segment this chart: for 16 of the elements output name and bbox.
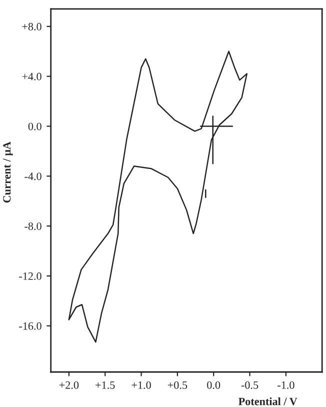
y-axis-title: Current / μA	[3, 142, 13, 203]
x-tick-label: -0.5	[241, 381, 258, 389]
y-tick-label: -16.0	[19, 322, 42, 330]
x-tick-label: +2.0	[59, 381, 79, 389]
x-axis-title: Potential / V	[238, 397, 298, 406]
x-tick-label: +1.0	[132, 381, 151, 389]
y-tick-label: +4.0	[22, 72, 42, 80]
x-tick-label: 0.0	[207, 381, 220, 389]
x-tick-label: +1.5	[96, 381, 115, 389]
y-tick-label: -4.0	[24, 172, 42, 180]
x-tick-label: -1.0	[278, 381, 294, 389]
y-tick-label: +8.0	[22, 22, 42, 30]
x-tick-label: +0.5	[168, 381, 188, 389]
y-tick-label: 0.0	[28, 122, 42, 130]
y-tick-label: -8.0	[24, 222, 42, 230]
y-tick-label: -12.0	[19, 272, 42, 280]
